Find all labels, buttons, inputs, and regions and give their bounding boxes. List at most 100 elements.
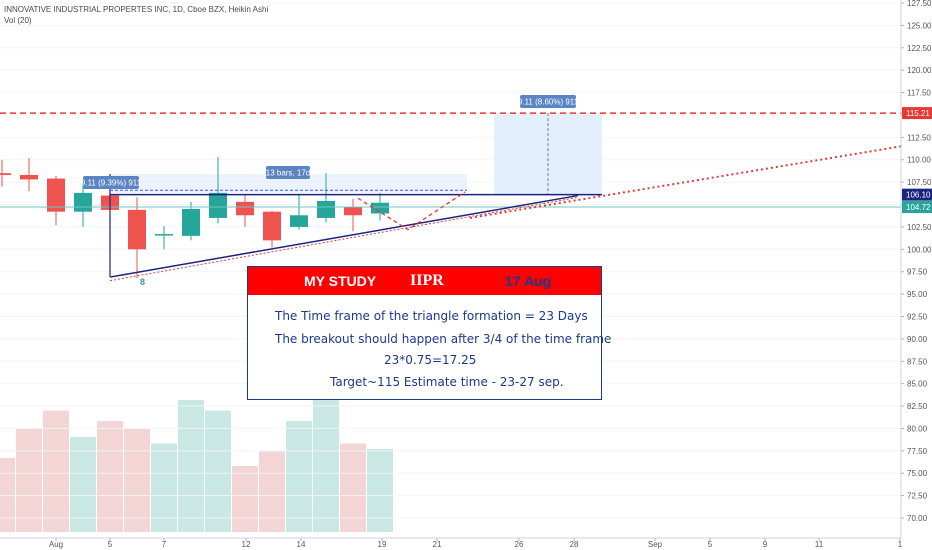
time-tick-label: 26 bbox=[515, 540, 524, 549]
time-tick-label: 19 bbox=[378, 540, 387, 549]
volume-bar bbox=[205, 410, 231, 532]
candle-body bbox=[155, 234, 173, 236]
chart-legend: INNOVATIVE INDUSTRIAL PROPERTES INC, 1D,… bbox=[4, 4, 268, 26]
time-tick-label: 5 bbox=[108, 540, 113, 549]
price-tick-label: 72.50 bbox=[907, 492, 928, 501]
volume-bar bbox=[178, 400, 204, 532]
study-box[interactable]: MY STUDY IIPR 17 Aug The Time frame of t… bbox=[247, 266, 611, 400]
time-tick-label: 28 bbox=[570, 540, 579, 549]
volume-bar bbox=[259, 451, 285, 532]
price-axis: 127.50125.00122.50120.00117.50115.00112.… bbox=[900, 0, 932, 538]
price-tick-label: 87.50 bbox=[907, 357, 928, 366]
time-tick-label: 5 bbox=[708, 540, 713, 549]
range-label-bg bbox=[83, 176, 139, 189]
candle-body bbox=[344, 207, 362, 216]
volume-bar bbox=[70, 436, 96, 532]
candle-body bbox=[290, 215, 308, 227]
time-tick-label: 12 bbox=[242, 540, 251, 549]
time-tick-label: Sep bbox=[648, 540, 663, 549]
candle-body bbox=[182, 209, 200, 236]
volume-bar bbox=[313, 400, 339, 532]
price-tick-label: 90.00 bbox=[907, 335, 928, 344]
price-tick-label: 82.50 bbox=[907, 402, 928, 411]
candle-body bbox=[47, 178, 65, 212]
support-trendline-shadow bbox=[109, 196, 579, 282]
price-tick-label: 95.00 bbox=[907, 290, 928, 299]
current-price-tag-bg bbox=[902, 201, 932, 214]
volume-bar bbox=[43, 410, 69, 532]
price-tick-label: 80.00 bbox=[907, 424, 928, 433]
target-label-bg bbox=[520, 95, 576, 108]
support-trendline bbox=[109, 194, 579, 278]
study-line-3: 23*0.75=17.25 bbox=[384, 353, 477, 367]
target-price-tag-bg bbox=[902, 107, 932, 120]
price-tick-label: 107.50 bbox=[907, 178, 932, 187]
volume-indicator-label: Vol (20) bbox=[4, 16, 32, 25]
study-line-1: The Time frame of the triangle formation… bbox=[275, 309, 588, 323]
volume-bar bbox=[367, 448, 393, 532]
candle-body bbox=[128, 209, 146, 250]
price-tick-label: 70.00 bbox=[907, 514, 928, 523]
current-price-tag: 104.72 bbox=[906, 203, 931, 212]
candle-body bbox=[0, 173, 11, 175]
candles bbox=[0, 157, 389, 278]
price-tick-label: 75.00 bbox=[907, 469, 928, 478]
price-tick-label: 125.00 bbox=[907, 21, 932, 30]
candle-body bbox=[263, 211, 281, 241]
price-tick-label: 110.00 bbox=[907, 156, 931, 165]
level-price-tag-bg bbox=[902, 188, 932, 201]
volume-bar bbox=[124, 429, 150, 532]
volume-bar bbox=[232, 466, 258, 532]
study-line-2: The breakout should happen after 3/4 of … bbox=[275, 332, 612, 346]
time-tick-label: 14 bbox=[297, 540, 306, 549]
price-tick-label: 100.00 bbox=[907, 245, 932, 254]
price-tick-label: 92.50 bbox=[907, 312, 928, 321]
study-header: MY STUDY IIPR 17 Aug bbox=[248, 267, 601, 295]
wave-label: 8 bbox=[140, 277, 145, 287]
price-tick-label: 127.50 bbox=[907, 0, 932, 8]
level-price-tag: 106.10 bbox=[906, 191, 931, 200]
study-date: 17 Aug bbox=[505, 273, 552, 289]
volume-bars bbox=[0, 400, 393, 532]
time-tick-label: 1 bbox=[898, 540, 903, 549]
candle-body bbox=[371, 202, 389, 214]
bars-label: 13 bars, 17d bbox=[266, 169, 310, 178]
time-tick-label: 7 bbox=[162, 540, 167, 549]
time-tick-label: 11 bbox=[815, 540, 824, 549]
candle-body bbox=[236, 201, 254, 216]
volume-bar bbox=[16, 429, 42, 532]
candle-body bbox=[209, 192, 227, 218]
candle-body bbox=[74, 192, 92, 212]
volume-bar bbox=[151, 443, 177, 532]
volume-bar bbox=[286, 421, 312, 532]
symbol-title: INNOVATIVE INDUSTRIAL PROPERTES INC, 1D,… bbox=[4, 5, 269, 14]
price-tick-label: 102.50 bbox=[907, 223, 932, 232]
price-tick-label: 77.50 bbox=[907, 447, 928, 456]
target-label: 9.11 (8.60%) 911 bbox=[518, 98, 579, 107]
time-tick-label: 9 bbox=[763, 540, 768, 549]
drawings: 9.11 (9.39%) 911 13 bars, 17d 9.11 (8.60%)… bbox=[0, 95, 902, 287]
candle-body bbox=[20, 174, 38, 180]
time-tick-label: 21 bbox=[433, 540, 442, 549]
price-tick-label: 120.00 bbox=[907, 66, 932, 75]
price-tick-label: 117.50 bbox=[907, 89, 931, 98]
drawing-zones bbox=[110, 113, 602, 195]
study-ticker: IIPR bbox=[410, 272, 444, 289]
price-tick-label: 85.00 bbox=[907, 380, 928, 389]
study-title: MY STUDY bbox=[304, 273, 377, 289]
study-line-4: Target~115 Estimate time - 23-27 sep. bbox=[330, 375, 564, 389]
price-tick-label: 112.50 bbox=[907, 133, 931, 142]
price-tick-label: 97.50 bbox=[907, 268, 928, 277]
price-tick-label: 122.50 bbox=[907, 44, 932, 53]
range-zone bbox=[110, 174, 467, 193]
time-tick-label: Aug bbox=[49, 540, 63, 549]
volume-bar bbox=[97, 421, 123, 532]
time-axis: Aug 5 7 12 14 19 21 26 28 Sep 5 9 11 1 bbox=[0, 537, 903, 549]
bars-label-bg bbox=[266, 166, 310, 179]
volume-bar bbox=[340, 443, 366, 532]
range-label: 9.11 (9.39%) 911 bbox=[81, 179, 142, 188]
target-price-tag: 115.21 bbox=[906, 109, 930, 118]
volume-bar bbox=[0, 458, 15, 532]
candle-body bbox=[317, 200, 335, 218]
